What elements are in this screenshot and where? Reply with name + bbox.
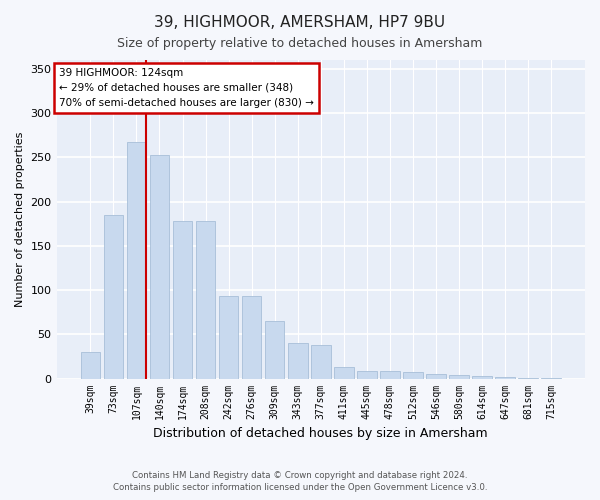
Bar	[472, 376, 492, 378]
Bar	[265, 321, 284, 378]
Bar	[104, 215, 123, 378]
Bar	[403, 372, 423, 378]
Bar	[380, 372, 400, 378]
Bar	[219, 296, 238, 378]
X-axis label: Distribution of detached houses by size in Amersham: Distribution of detached houses by size …	[154, 427, 488, 440]
Y-axis label: Number of detached properties: Number of detached properties	[15, 132, 25, 307]
Text: Size of property relative to detached houses in Amersham: Size of property relative to detached ho…	[118, 38, 482, 51]
Bar	[334, 367, 353, 378]
Text: Contains HM Land Registry data © Crown copyright and database right 2024.
Contai: Contains HM Land Registry data © Crown c…	[113, 471, 487, 492]
Bar	[127, 142, 146, 378]
Bar	[196, 221, 215, 378]
Text: 39, HIGHMOOR, AMERSHAM, HP7 9BU: 39, HIGHMOOR, AMERSHAM, HP7 9BU	[154, 15, 446, 30]
Bar	[242, 296, 262, 378]
Text: 39 HIGHMOOR: 124sqm
← 29% of detached houses are smaller (348)
70% of semi-detac: 39 HIGHMOOR: 124sqm ← 29% of detached ho…	[59, 68, 314, 108]
Bar	[426, 374, 446, 378]
Bar	[173, 221, 193, 378]
Bar	[449, 375, 469, 378]
Bar	[496, 377, 515, 378]
Bar	[288, 343, 308, 378]
Bar	[149, 154, 169, 378]
Bar	[80, 352, 100, 378]
Bar	[357, 370, 377, 378]
Bar	[311, 345, 331, 378]
